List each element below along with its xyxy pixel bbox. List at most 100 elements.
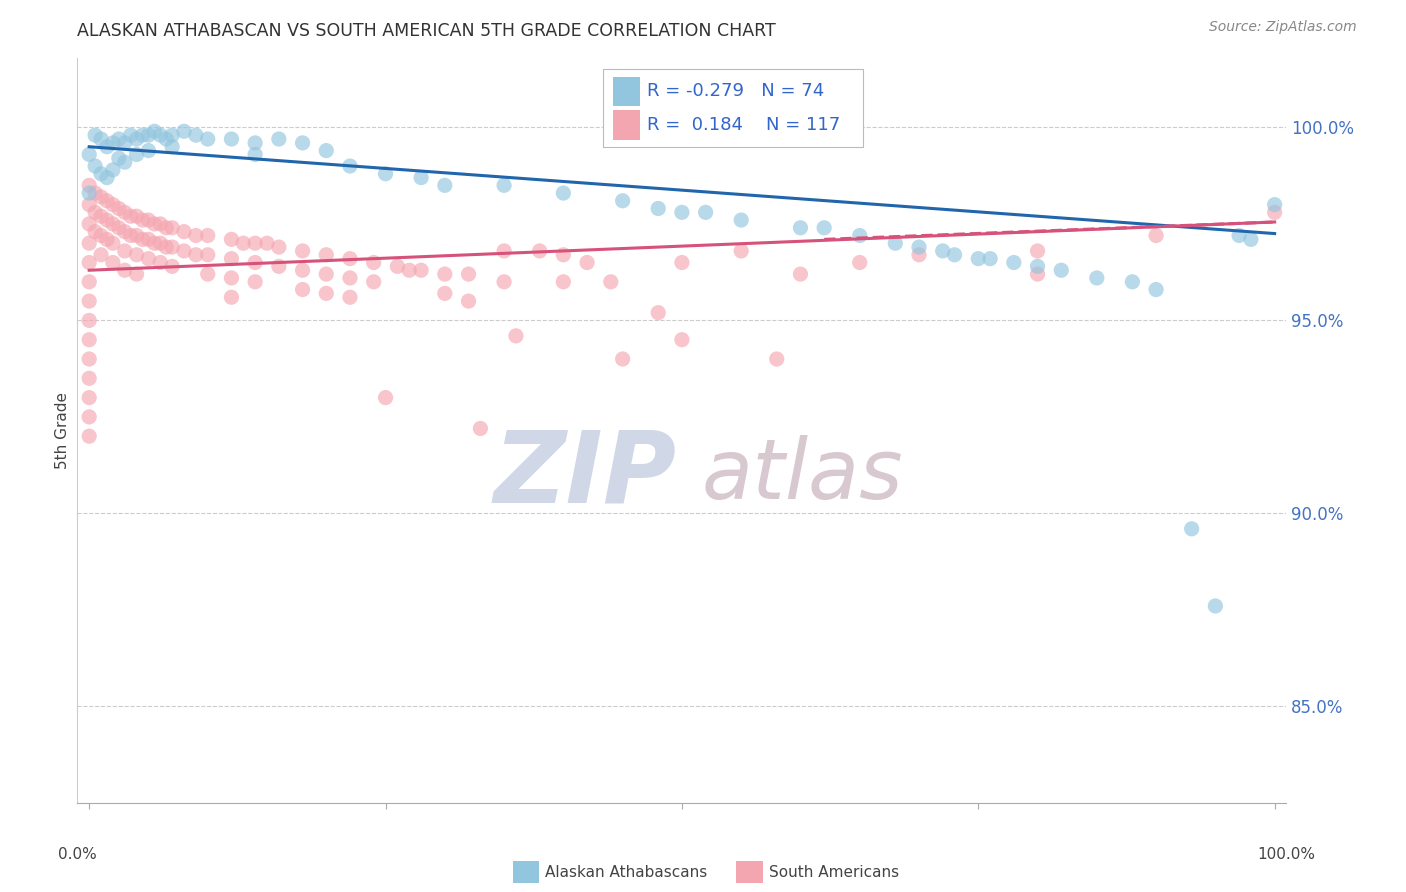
Point — [221, 271, 243, 285]
Point — [160, 260, 183, 274]
Point — [848, 255, 870, 269]
Point — [1026, 260, 1049, 274]
Point — [433, 286, 456, 301]
Point — [197, 267, 219, 281]
Point — [77, 186, 100, 200]
Point — [84, 128, 107, 143]
Point — [84, 159, 107, 173]
Point — [197, 248, 219, 262]
Text: R =  0.184    N = 117: R = 0.184 N = 117 — [647, 116, 841, 134]
Point — [908, 240, 931, 254]
Y-axis label: 5th Grade: 5th Grade — [55, 392, 70, 469]
Point — [398, 263, 420, 277]
Point — [160, 140, 183, 154]
Bar — [737, 861, 763, 883]
Point — [931, 244, 953, 258]
Bar — [513, 861, 540, 883]
Point — [1002, 255, 1025, 269]
Point — [173, 225, 195, 239]
Point — [149, 236, 172, 251]
Point — [505, 329, 527, 343]
Point — [1264, 197, 1286, 211]
Point — [77, 294, 100, 309]
Point — [149, 128, 172, 143]
Point — [138, 128, 160, 143]
Point — [120, 128, 142, 143]
Text: ALASKAN ATHABASCAN VS SOUTH AMERICAN 5TH GRADE CORRELATION CHART: ALASKAN ATHABASCAN VS SOUTH AMERICAN 5TH… — [77, 22, 776, 40]
Point — [173, 124, 195, 138]
Point — [131, 232, 153, 246]
Point — [494, 275, 516, 289]
Point — [411, 263, 433, 277]
Point — [243, 275, 266, 289]
Point — [77, 429, 100, 443]
Point — [943, 248, 966, 262]
Point — [96, 194, 118, 208]
Point — [291, 263, 314, 277]
Point — [90, 228, 112, 243]
Point — [1227, 228, 1250, 243]
Point — [671, 205, 693, 219]
Point — [77, 275, 100, 289]
Bar — [613, 77, 640, 106]
Point — [339, 159, 361, 173]
Point — [77, 178, 100, 193]
Point — [77, 236, 100, 251]
Point — [243, 147, 266, 161]
Point — [494, 178, 516, 193]
Point — [221, 252, 243, 266]
Point — [671, 333, 693, 347]
Point — [647, 306, 669, 320]
Point — [494, 244, 516, 258]
Point — [232, 236, 254, 251]
Point — [612, 351, 634, 366]
Point — [457, 267, 479, 281]
Point — [120, 228, 142, 243]
Text: atlas: atlas — [702, 434, 904, 516]
Point — [101, 197, 124, 211]
Point — [374, 167, 396, 181]
Point — [101, 255, 124, 269]
Point — [125, 147, 148, 161]
Point — [197, 228, 219, 243]
Point — [114, 263, 136, 277]
Point — [243, 236, 266, 251]
Point — [90, 132, 112, 146]
Point — [433, 267, 456, 281]
Point — [77, 409, 100, 424]
Point — [114, 155, 136, 169]
Point — [1144, 283, 1167, 297]
Point — [730, 213, 752, 227]
Point — [267, 240, 290, 254]
Point — [612, 194, 634, 208]
Point — [101, 136, 124, 150]
Point — [184, 128, 207, 143]
Point — [576, 255, 599, 269]
Point — [125, 248, 148, 262]
Point — [1204, 599, 1226, 613]
Point — [908, 248, 931, 262]
Point — [197, 132, 219, 146]
Bar — [613, 110, 640, 140]
Text: R = -0.279   N = 74: R = -0.279 N = 74 — [647, 82, 824, 101]
Point — [108, 151, 131, 165]
Point — [160, 220, 183, 235]
Point — [114, 136, 136, 150]
Point — [765, 351, 787, 366]
Point — [155, 132, 177, 146]
Point — [553, 248, 575, 262]
Point — [125, 267, 148, 281]
Point — [114, 205, 136, 219]
Point — [529, 244, 551, 258]
Point — [1050, 263, 1073, 277]
Point — [138, 144, 160, 158]
Point — [149, 217, 172, 231]
Point — [221, 132, 243, 146]
Text: 0.0%: 0.0% — [58, 847, 97, 863]
Point — [114, 244, 136, 258]
Point — [138, 252, 160, 266]
Point — [84, 225, 107, 239]
Point — [90, 248, 112, 262]
Point — [363, 275, 385, 289]
Point — [184, 228, 207, 243]
